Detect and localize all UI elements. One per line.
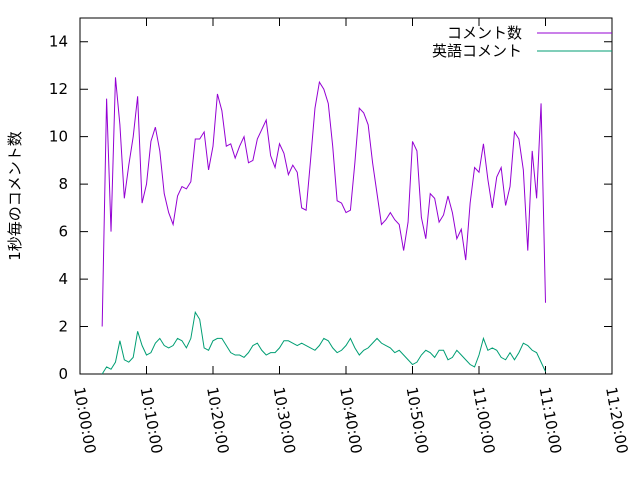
legend-label: コメント数 (447, 24, 522, 42)
y-tick-label: 4 (58, 270, 68, 288)
x-tick-label: 11:20:00 (602, 386, 631, 455)
x-tick-label: 10:40:00 (336, 386, 365, 455)
y-tick-label: 0 (58, 365, 68, 383)
x-tick-label: 10:00:00 (70, 386, 99, 455)
x-tick-label: 10:30:00 (270, 386, 299, 455)
y-tick-label: 2 (58, 318, 68, 336)
y-tick-label: 14 (49, 33, 68, 51)
x-tick-label: 10:50:00 (403, 386, 432, 455)
y-tick-label: 10 (49, 128, 68, 146)
y-tick-label: 8 (58, 175, 68, 193)
series-line (101, 77, 546, 327)
x-tick-label: 10:20:00 (203, 386, 232, 455)
series-line (101, 310, 546, 375)
x-tick-label: 11:10:00 (536, 386, 565, 455)
x-tick-label: 10:10:00 (137, 386, 166, 455)
plot-border (79, 17, 613, 375)
y-axis-label: 1秒毎のコメント数 (6, 131, 24, 261)
y-tick-label: 12 (49, 80, 68, 98)
x-tick-label: 11:00:00 (469, 386, 498, 455)
y-tick-label: 6 (58, 223, 68, 241)
legend-label: 英語コメント (432, 42, 522, 60)
